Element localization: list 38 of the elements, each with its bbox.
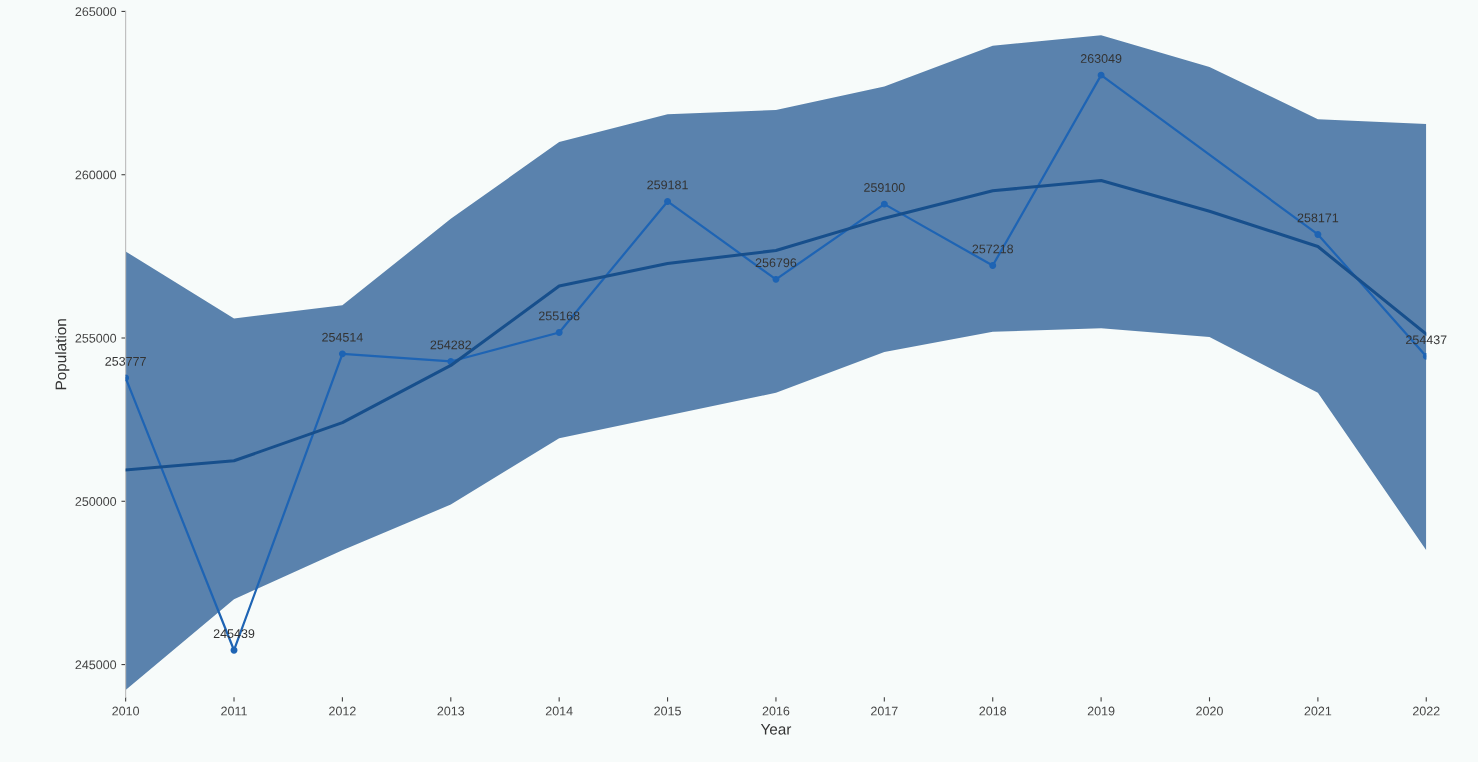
point <box>555 329 563 336</box>
x-axis-title: Year <box>760 724 792 735</box>
x-tick-label: 2012 <box>329 706 356 716</box>
x-tick-label: 2011 <box>221 706 247 716</box>
x-tick-label: 2014 <box>545 706 573 716</box>
x-tick-label: 2013 <box>437 706 465 716</box>
y-tick-label: 260000 <box>75 170 117 180</box>
data-label: 259100 <box>864 183 905 192</box>
data-label: 257218 <box>972 244 1014 254</box>
point <box>338 350 346 358</box>
x-tick-label: 2018 <box>979 706 1007 716</box>
data-label: 254282 <box>430 340 472 350</box>
y-tick-label: 265000 <box>75 7 117 17</box>
point <box>989 262 997 270</box>
y-tick-label: 245000 <box>75 660 117 670</box>
data-label: 255168 <box>538 311 580 321</box>
x-tick-label: 2016 <box>762 706 790 716</box>
data-label: 259181 <box>647 180 688 190</box>
point <box>772 275 780 283</box>
x-tick-label: 2022 <box>1413 706 1440 716</box>
data-label: 258171 <box>1297 213 1339 223</box>
y-tick-label: 250000 <box>75 497 117 506</box>
x-tick-label: 2010 <box>112 706 140 716</box>
data-label: 254514 <box>322 332 363 342</box>
x-tick-label: 2021 <box>1304 706 1332 716</box>
x-tick-label: 2015 <box>654 706 681 716</box>
x-tick-label: 2020 <box>1196 706 1223 716</box>
data-label: 263049 <box>1080 54 1122 63</box>
data-label: 256796 <box>755 258 797 268</box>
y-axis-title: Population <box>55 319 70 390</box>
point <box>1314 230 1322 238</box>
x-tick-label: 2017 <box>871 706 898 716</box>
point <box>230 646 238 654</box>
point <box>1097 71 1105 79</box>
point <box>664 197 672 205</box>
y-tick-label: 255000 <box>75 333 117 343</box>
point <box>880 200 888 208</box>
x-tick-label: 2019 <box>1087 706 1115 716</box>
